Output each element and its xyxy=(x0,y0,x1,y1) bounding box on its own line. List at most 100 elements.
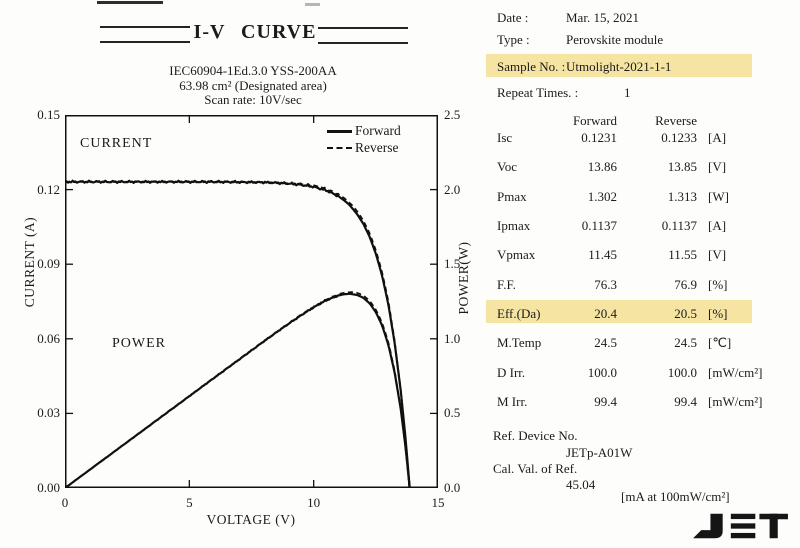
param-name: M Irr. xyxy=(497,394,528,410)
jet-logo-letter-t xyxy=(759,513,788,539)
param-name: Vpmax xyxy=(497,247,536,263)
param-forward-value: 24.5 xyxy=(594,335,617,351)
param-reverse-value: 0.1137 xyxy=(661,218,697,234)
param-unit: [A] xyxy=(708,130,727,145)
param-reverse-value: 76.9 xyxy=(674,276,697,292)
y-right-tick-label: 1.5 xyxy=(444,256,461,272)
param-forward-value: 0.1231 xyxy=(581,130,617,145)
param-forward-value: 1.302 xyxy=(587,188,617,204)
y-left-tick-label: 0.15 xyxy=(37,107,60,122)
param-unit: [mW/cm²] xyxy=(708,364,763,380)
title-rule xyxy=(100,26,190,28)
param-reverse-value: 99.4 xyxy=(674,394,697,410)
param-unit: [%] xyxy=(708,276,728,292)
info-value: Perovskite module xyxy=(566,32,664,47)
param-forward-value: 13.86 xyxy=(587,159,617,175)
y-left-tick-label: 0.12 xyxy=(37,181,60,197)
param-unit: [V] xyxy=(708,247,727,263)
page-title: I-V CURVE xyxy=(193,21,317,43)
param-unit: [A] xyxy=(708,218,727,234)
y-right-tick-label: 2.0 xyxy=(444,181,461,197)
param-reverse-value: 13.85 xyxy=(667,159,697,175)
y-right-tick-label: 0.5 xyxy=(444,405,461,421)
ref-device-label: Ref. Device No. xyxy=(493,428,578,443)
info-value: Mar. 15, 2021 xyxy=(566,10,639,25)
iv-power-plot xyxy=(65,115,438,488)
legend-label-forward: Forward xyxy=(355,123,401,138)
column-header-forward: Forward xyxy=(572,113,617,128)
param-forward-value: 0.1137 xyxy=(581,218,617,234)
y-left-tick-label: 0.09 xyxy=(37,256,60,272)
param-forward-value: 20.4 xyxy=(594,306,617,322)
param-forward-value: 99.4 xyxy=(594,394,617,410)
scan-artifact xyxy=(305,3,320,6)
x-tick-label: 0 xyxy=(61,495,69,510)
param-name: M.Temp xyxy=(497,335,542,351)
reverse-iv-curve xyxy=(65,179,411,488)
x-axis-title: VOLTAGE (V) xyxy=(206,512,296,527)
param-unit: [W] xyxy=(708,188,729,204)
forward-iv-curve xyxy=(65,179,411,488)
param-unit: [%] xyxy=(708,306,728,322)
standard-reference: IEC60904-1Ed.3.0 YSS-200AA xyxy=(169,63,337,78)
param-name: F.F. xyxy=(497,276,516,292)
title-rule xyxy=(100,41,190,43)
param-reverse-value: 0.1233 xyxy=(661,130,697,145)
info-label: Date : xyxy=(497,10,529,25)
jet-logo xyxy=(693,513,788,539)
current-curve-label: CURRENT xyxy=(80,136,153,151)
param-forward-value: 76.3 xyxy=(594,276,617,292)
title-rule xyxy=(318,27,408,29)
y-left-tick-label: 0.03 xyxy=(37,405,60,421)
jet-logo-letter-e xyxy=(730,513,756,539)
highlight-band xyxy=(486,300,752,324)
param-name: Eff.(Da) xyxy=(497,306,541,322)
x-tick-label: 10 xyxy=(307,495,321,510)
cal-val-value: 45.04 xyxy=(566,477,596,492)
param-name: Pmax xyxy=(497,188,527,204)
legend-item-reverse: Reverse xyxy=(327,140,398,155)
scan-artifact xyxy=(97,1,163,4)
reverse-line-sample xyxy=(327,147,352,149)
x-tick-label: 5 xyxy=(186,495,193,510)
param-name: Voc xyxy=(497,159,517,175)
y-right-tick-label: 0.0 xyxy=(444,480,461,495)
param-reverse-value: 100.0 xyxy=(667,364,697,380)
y-left-tick-label: 0.00 xyxy=(37,480,60,495)
info-value: Utmolight-2021-1-1 xyxy=(566,59,672,74)
y-right-tick-label: 1.0 xyxy=(444,330,461,346)
param-unit: [mW/cm²] xyxy=(708,394,763,410)
jet-logo-letter-j xyxy=(693,513,723,539)
cal-unit-note: [mA at 100mW/cm²] xyxy=(621,489,730,504)
highlight-band xyxy=(486,54,752,77)
param-name: Isc xyxy=(497,130,513,145)
param-reverse-value: 11.55 xyxy=(668,247,697,263)
info-value: 1 xyxy=(624,85,631,100)
param-forward-value: 11.45 xyxy=(588,247,617,263)
y-right-axis-title: POWER(W) xyxy=(456,241,471,315)
scan-rate: Scan rate: 10V/sec xyxy=(204,92,302,107)
reverse-power-curve xyxy=(65,291,411,488)
title-rule xyxy=(318,42,408,44)
legend-item-forward: Forward xyxy=(327,123,401,138)
cal-val-label: Cal. Val. of Ref. xyxy=(493,461,578,476)
y-left-tick-label: 0.06 xyxy=(37,330,60,346)
designated-area: 63.98 cm² (Designated area) xyxy=(179,78,327,93)
param-name: Ipmax xyxy=(497,218,531,234)
column-header-reverse: Reverse xyxy=(655,113,697,128)
forward-line-sample xyxy=(327,129,352,133)
param-unit: [V] xyxy=(708,159,727,175)
param-forward-value: 100.0 xyxy=(587,364,617,380)
forward-power-curve xyxy=(65,292,411,488)
x-tick-label: 15 xyxy=(431,495,445,510)
param-name: D Irr. xyxy=(497,364,526,380)
info-label: Sample No. : xyxy=(497,59,566,74)
param-reverse-value: 1.313 xyxy=(667,188,697,204)
param-reverse-value: 20.5 xyxy=(674,306,697,322)
param-unit: [℃] xyxy=(708,335,732,351)
info-label: Type : xyxy=(497,32,530,47)
y-right-tick-label: 2.5 xyxy=(444,107,461,122)
param-reverse-value: 24.5 xyxy=(674,335,697,351)
info-label: Repeat Times. : xyxy=(497,85,579,100)
power-curve-label: POWER xyxy=(112,336,166,351)
